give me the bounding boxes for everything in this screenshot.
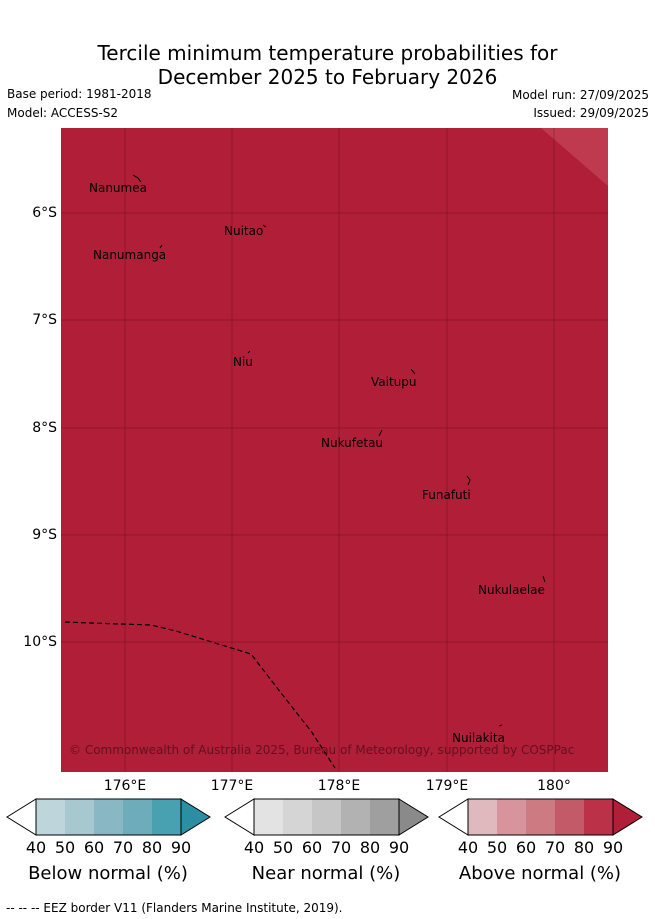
colorbar-near-bin-70 (341, 799, 370, 835)
tick-label: 90 (602, 838, 624, 857)
tick-label: 50 (54, 838, 76, 857)
island-label-funafuti: Funafuti (422, 488, 471, 502)
island-label-nuilakita: Nuilakita (452, 731, 505, 745)
lon-label-176e: 176°E (103, 778, 147, 794)
tick-label: 50 (272, 838, 294, 857)
lat-label-7s: 7°S (32, 312, 57, 328)
lat-label-8s: 8°S (32, 420, 57, 436)
island-label-vaitupu: Vaitupu (371, 375, 417, 389)
colorbar-above-bin-60 (526, 799, 555, 835)
tick-label: 40 (243, 838, 265, 857)
colorbar-below-bin-70 (123, 799, 152, 835)
eez-footnote: -- -- -- EEZ border V11 (Flanders Marine… (6, 901, 343, 915)
colorbar-near-bin-50 (283, 799, 312, 835)
chart-title: Tercile minimum temperature probabilitie… (0, 41, 655, 89)
lon-label-178e: 178°E (317, 778, 361, 794)
island-shape-vaitupu (410, 368, 416, 375)
colorbar-above-max-extend (612, 798, 643, 836)
issued-date: Issued: 29/09/2025 (533, 106, 649, 120)
lat-label-6s: 6°S (32, 205, 57, 221)
tick-label: 60 (83, 838, 105, 857)
colorbar-below (6, 798, 211, 836)
colorbar-near-bin-40 (254, 799, 283, 835)
colorbar-below-label: Below normal (%) (28, 863, 188, 884)
base-period: Base period: 1981-2018 (7, 87, 152, 101)
lon-label-177e: 177°E (210, 778, 254, 794)
map-svg (61, 128, 608, 772)
tick-label: 40 (457, 838, 479, 857)
tick-label: 90 (388, 838, 410, 857)
tick-label: 70 (330, 838, 352, 857)
island-shape-nukufetau (378, 429, 383, 437)
tick-label: 70 (112, 838, 134, 857)
tick-label: 70 (544, 838, 566, 857)
colorbar-near-label: Near normal (%) (251, 863, 401, 884)
model-run: Model run: 27/09/2025 (511, 88, 649, 102)
colorbar-above-label: Above normal (%) (458, 863, 622, 884)
colorbar-near-max-extend (398, 798, 429, 836)
tick-label: 80 (359, 838, 381, 857)
tick-label: 60 (301, 838, 323, 857)
island-label-nanumea: Nanumea (89, 181, 147, 195)
colorbar-near (224, 798, 429, 836)
colorbars (6, 798, 643, 836)
copyright-credit: © Commonwealth of Australia 2025, Bureau… (69, 743, 575, 757)
tick-label: 50 (486, 838, 508, 857)
island-label-niu: Niu (233, 355, 253, 369)
colorbar-near-bin-60 (312, 799, 341, 835)
colorbar-below-bin-40 (36, 799, 65, 835)
island-label-nukulaelae: Nukulaelae (478, 583, 545, 597)
tick-label: 40 (25, 838, 47, 857)
colorbar-above-min-extend (438, 798, 469, 836)
lat-label-10s: 10°S (23, 634, 57, 650)
title-line-2: December 2025 to February 2026 (157, 65, 498, 89)
colorbar-near-frame (253, 798, 400, 836)
colorbar-above-frame (467, 798, 614, 836)
colorbar-below-min-extend (6, 798, 37, 836)
island-shape-funafuti (466, 475, 471, 486)
title-line-1: Tercile minimum temperature probabilitie… (97, 41, 558, 65)
model-name: Model: ACCESS-S2 (7, 106, 119, 120)
colorbar-above-bin-70 (555, 799, 584, 835)
colorbar-above (438, 798, 643, 836)
island-shapes (132, 174, 546, 727)
lon-label-180: 180° (537, 778, 571, 794)
colorbar-near-min-extend (224, 798, 255, 836)
island-shape-nuilakita (498, 724, 503, 727)
island-label-nuitao: Nuitao (224, 224, 264, 238)
colorbar-above-bin-80 (584, 799, 613, 835)
tick-label: 80 (573, 838, 595, 857)
island-shape-nanumanga (159, 244, 163, 249)
island-shape-niu (247, 350, 251, 354)
colorbar-above-bin-40 (468, 799, 497, 835)
lon-label-179e: 179°E (425, 778, 469, 794)
colorbar-below-bin-60 (94, 799, 123, 835)
tick-label: 90 (170, 838, 192, 857)
island-shape-nuitao (262, 224, 267, 228)
lat-label-9s: 9°S (32, 527, 57, 543)
island-label-nanumanga: Nanumanga (93, 248, 167, 262)
graticule (61, 128, 608, 772)
colorbar-above-bin-50 (497, 799, 526, 835)
colorbar-below-bin-80 (152, 799, 181, 835)
lower-probability-patch (541, 128, 608, 186)
tick-label: 60 (515, 838, 537, 857)
island-shape-nukulaelae (542, 575, 546, 583)
colorbar-below-bin-50 (65, 799, 94, 835)
tick-label: 80 (141, 838, 163, 857)
colorbar-below-frame (35, 798, 182, 836)
island-shape-nanumea (132, 174, 142, 183)
colorbar-below-max-extend (180, 798, 211, 836)
map-panel[interactable]: Nanumea Nuitao Nanumanga Niu Vaitupu Nuk… (61, 128, 608, 772)
colorbar-near-bin-80 (370, 799, 399, 835)
island-label-nukufetau: Nukufetau (321, 436, 384, 450)
eez-border (64, 621, 336, 769)
